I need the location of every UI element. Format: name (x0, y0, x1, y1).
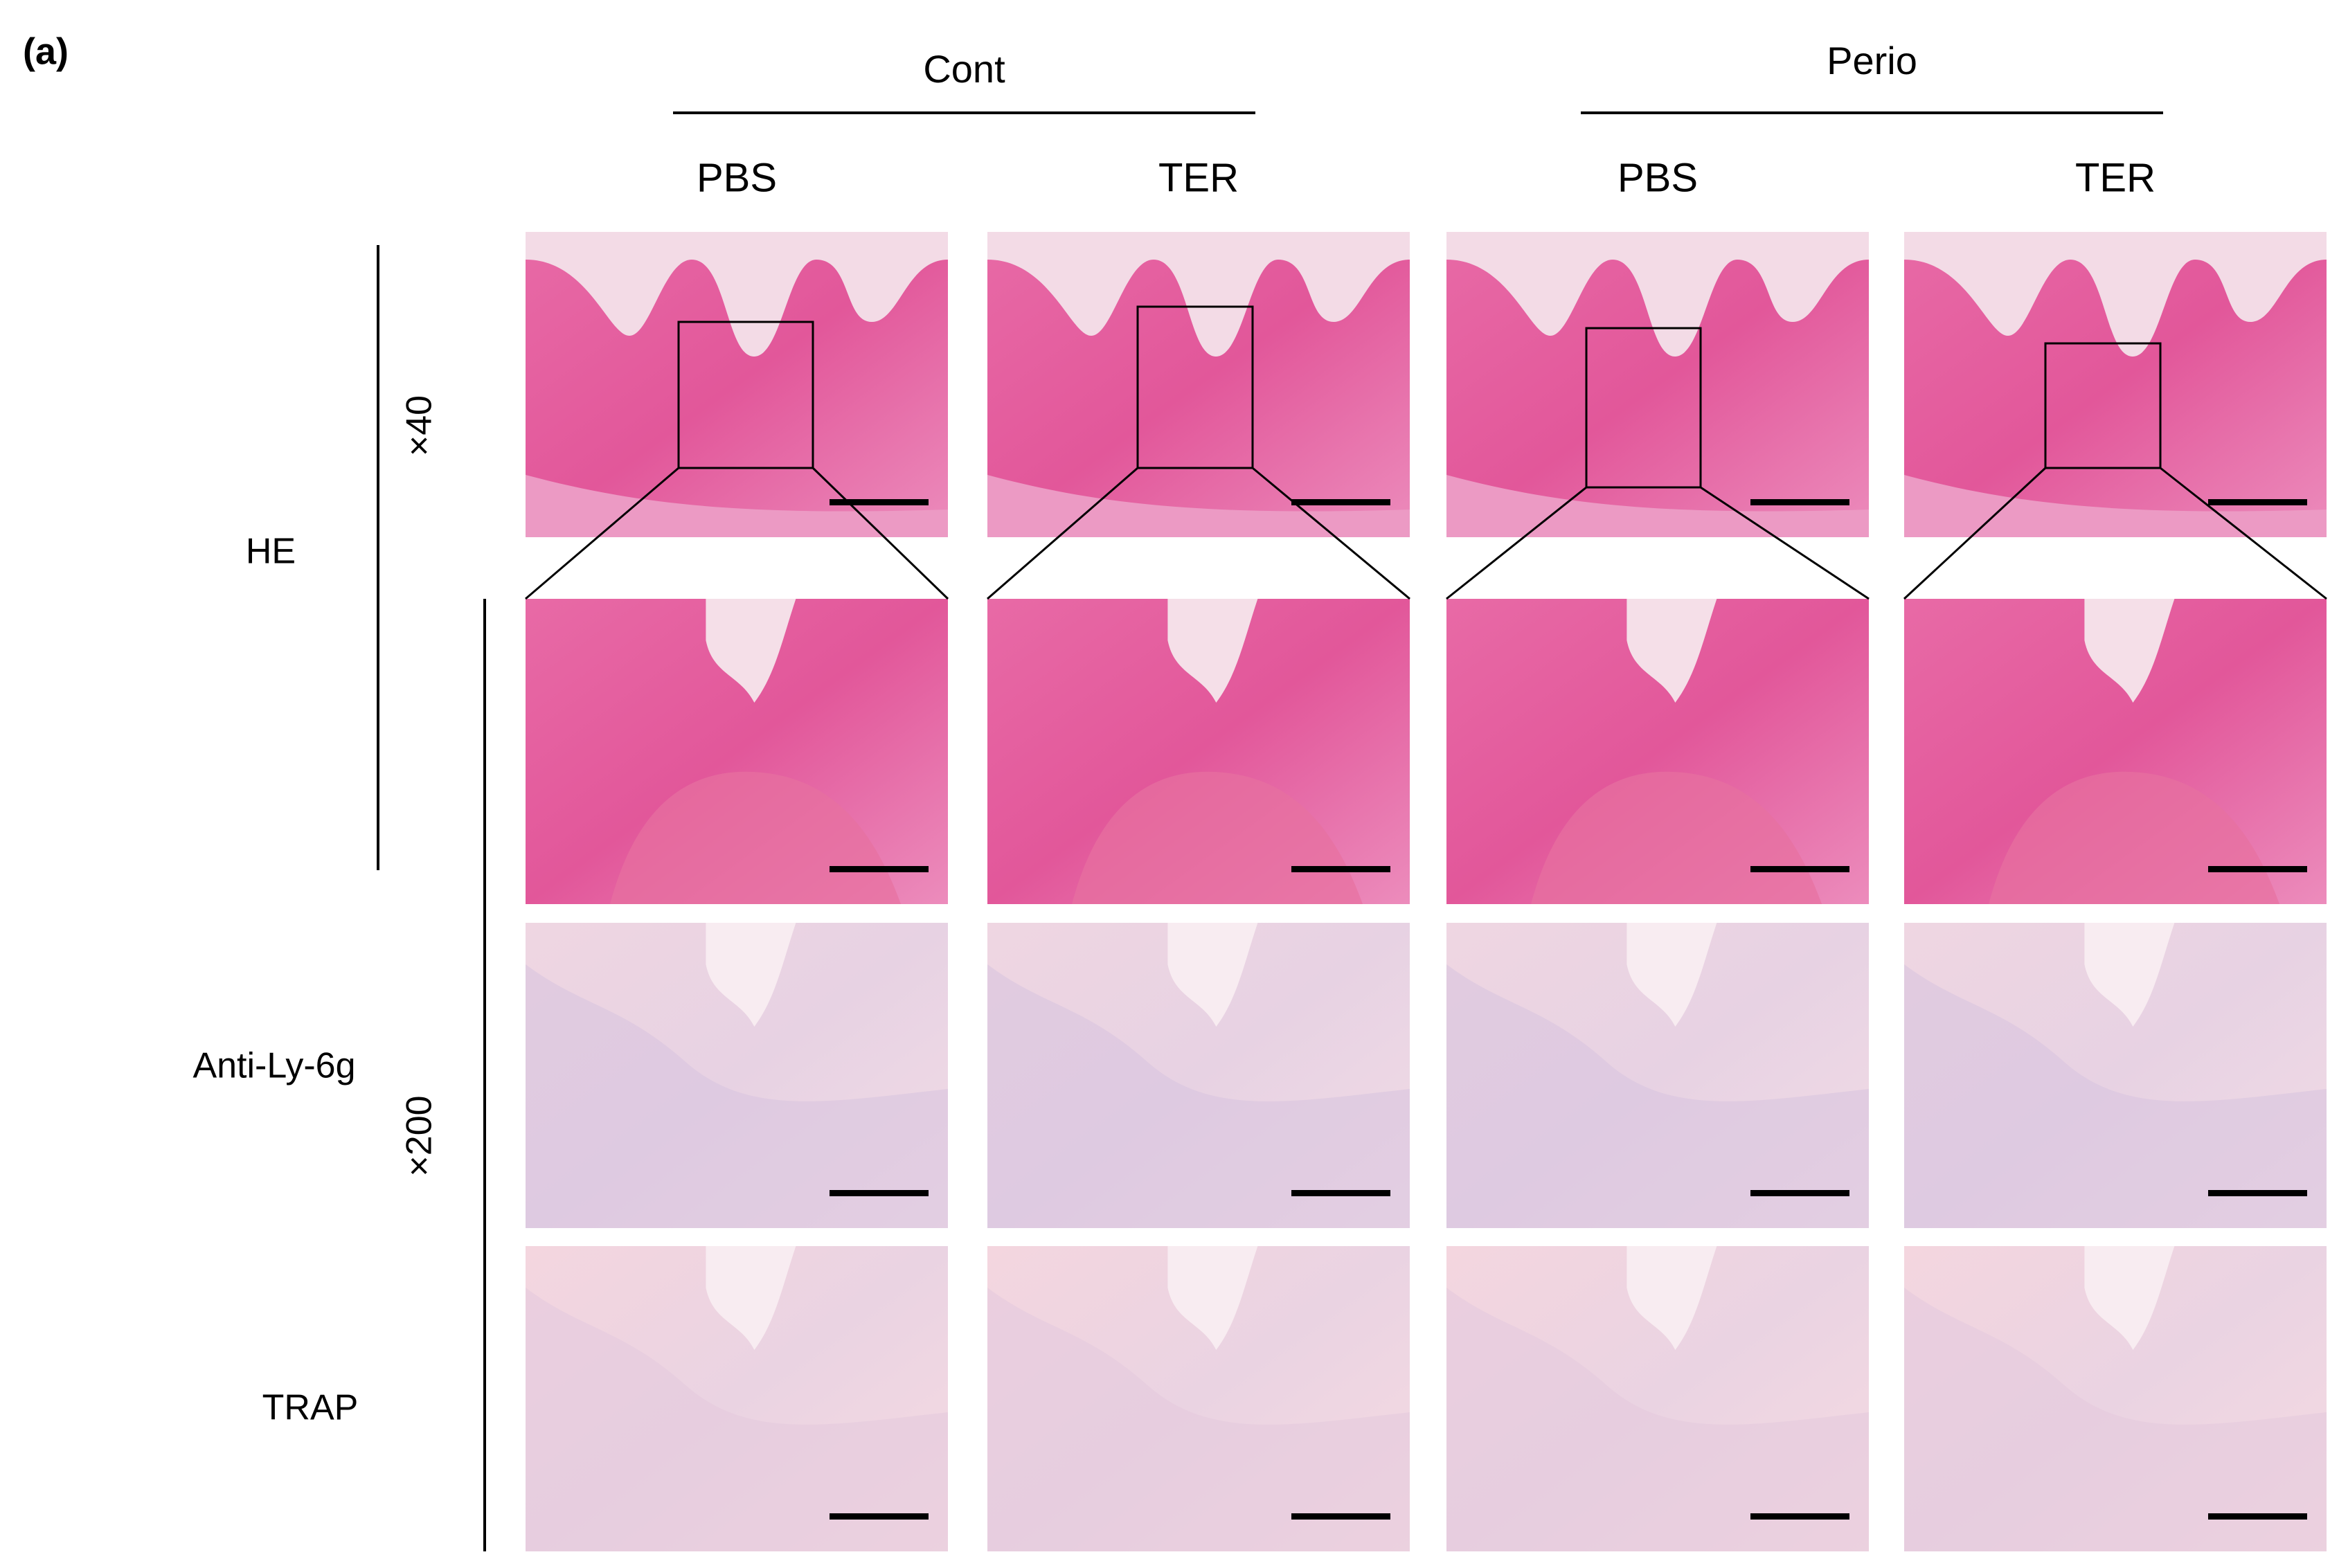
scale-bar (1750, 499, 1849, 505)
scale-bar (1291, 1513, 1390, 1520)
tissue-gap (703, 923, 796, 1027)
tissue-region (987, 1288, 1410, 1551)
magnification-label: ×200 (400, 1095, 440, 1176)
tissue-region (1446, 964, 1869, 1228)
tissue-gap (703, 599, 796, 703)
tissue-region (1072, 771, 1363, 904)
stain-label: TRAP (262, 1388, 359, 1428)
tissue-region (526, 964, 948, 1228)
zoom-box (677, 321, 814, 469)
tissue-region (1531, 771, 1822, 904)
magnification-label: ×40 (400, 395, 440, 456)
scale-bar (830, 499, 929, 505)
tissue-gap (2081, 1246, 2175, 1350)
tissue-base (1904, 475, 2327, 537)
zoom-line (1903, 467, 2047, 600)
tissue-region (526, 1288, 948, 1551)
zoom-line (525, 467, 679, 600)
tissue-gap (2081, 599, 2175, 703)
scale-bar (2208, 499, 2307, 505)
tissue-base (1446, 475, 1869, 537)
tissue-base (526, 475, 948, 537)
group-label: Perio (1827, 39, 1917, 82)
zoom-box (2044, 342, 2162, 469)
zoom-line (2160, 467, 2327, 600)
tissue-gap (1624, 1246, 1717, 1350)
scale-bar (2208, 1513, 2307, 1520)
tissue-gap (987, 232, 1410, 357)
column-label: TER (2075, 155, 2156, 200)
tissue-gap (526, 232, 948, 357)
scale-bar (830, 1513, 929, 1520)
zoom-line (987, 467, 1138, 600)
tissue-gap (1165, 599, 1258, 703)
tissue-gap (1624, 599, 1717, 703)
column-label: TER (1158, 155, 1239, 200)
zoom-line (1700, 486, 1870, 600)
scale-bar (2208, 866, 2307, 872)
tissue-gap (1904, 232, 2327, 357)
zoom-box (1585, 327, 1702, 489)
tissue-gap (2081, 923, 2175, 1027)
tissue-gap (1446, 232, 1869, 357)
tissue-region (1446, 1288, 1869, 1551)
tissue-region (1989, 771, 2279, 904)
tissue-gap (1165, 923, 1258, 1027)
tissue-region (610, 771, 901, 904)
tissue-region (1904, 964, 2327, 1228)
scale-bar (830, 1190, 929, 1196)
tissue-base (987, 475, 1410, 537)
zoom-line (1252, 467, 1410, 600)
stain-label: HE (246, 532, 296, 572)
scale-bar (1291, 499, 1390, 505)
scale-bar (1291, 1190, 1390, 1196)
zoom-line (812, 467, 949, 600)
tissue-region (987, 964, 1410, 1228)
panel-label: (a) (23, 30, 69, 72)
tissue-gap (703, 1246, 796, 1350)
column-label: PBS (697, 155, 777, 200)
zoom-box (1136, 305, 1254, 469)
tissue-gap (1624, 923, 1717, 1027)
column-label: PBS (1617, 155, 1698, 200)
scale-bar (1750, 866, 1849, 872)
scale-bar (1750, 1513, 1849, 1520)
tissue-gap (1165, 1246, 1258, 1350)
scale-bar (1291, 866, 1390, 872)
scale-bar (1750, 1190, 1849, 1196)
scale-bar (2208, 1190, 2307, 1196)
tissue-region (1904, 1288, 2327, 1551)
stain-label: Anti-Ly-6g (192, 1046, 355, 1086)
zoom-line (1446, 486, 1587, 600)
scale-bar (830, 866, 929, 872)
group-label: Cont (923, 47, 1005, 91)
